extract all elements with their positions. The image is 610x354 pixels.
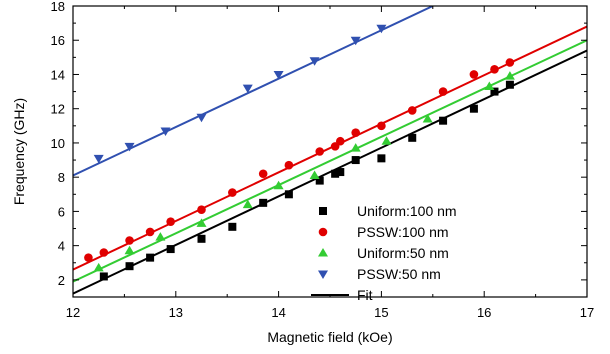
x-tick-label: 14 <box>271 305 285 320</box>
data-point <box>84 253 93 262</box>
data-point <box>484 81 495 90</box>
data-point <box>469 70 479 79</box>
data-point <box>93 262 104 272</box>
data-point <box>381 136 392 145</box>
y-tick-label: 2 <box>58 273 65 288</box>
y-tick-label: 12 <box>51 102 65 117</box>
data-point <box>505 58 515 67</box>
data-point <box>490 87 499 96</box>
data-point <box>438 87 448 96</box>
y-tick-label: 10 <box>51 136 65 151</box>
data-point <box>336 168 345 177</box>
plot-area-frame <box>72 5 588 298</box>
legend-label: PSSW:100 nm <box>357 224 449 240</box>
data-point <box>439 116 448 125</box>
data-point <box>490 65 499 74</box>
x-tick-label: 16 <box>477 305 491 320</box>
legend-marker <box>319 207 327 215</box>
data-point <box>284 190 293 199</box>
x-tick-label: 17 <box>580 305 594 320</box>
fit-lines <box>73 6 587 295</box>
data-point <box>166 245 175 254</box>
legend-marker <box>318 270 328 279</box>
data-point <box>422 113 433 123</box>
data-point <box>99 272 108 281</box>
fit-line <box>73 6 434 177</box>
y-tick-label: 6 <box>58 204 65 219</box>
fit-line <box>73 25 587 271</box>
data-point <box>377 154 386 163</box>
data-point <box>155 232 166 241</box>
data-point <box>125 262 134 271</box>
data-point <box>228 188 237 197</box>
data-point <box>315 147 325 156</box>
data-point <box>377 121 386 131</box>
data-point <box>469 104 478 113</box>
data-point <box>351 128 361 137</box>
data-point <box>309 170 320 179</box>
data-point <box>197 234 206 243</box>
legend: Uniform:100 nm PSSW:100 nm Uniform:50 nm PS… <box>311 203 457 303</box>
y-tick-label: 14 <box>51 67 65 82</box>
data-point <box>315 176 324 185</box>
data-point <box>505 80 514 89</box>
data-point <box>160 127 171 136</box>
data-point <box>124 245 135 255</box>
data-point <box>196 113 207 123</box>
y-axis-label: Frequency (GHz) <box>11 98 27 205</box>
y-tick-label: 8 <box>58 170 65 185</box>
data-point <box>331 169 340 178</box>
data-point <box>228 222 237 231</box>
data-point <box>284 160 294 170</box>
data-point <box>258 169 268 179</box>
data-point <box>350 143 361 152</box>
data-point <box>407 106 417 115</box>
data-point <box>166 217 175 226</box>
data-point <box>93 154 104 164</box>
data-point <box>351 156 360 165</box>
data-point <box>196 218 207 227</box>
data-point <box>273 180 284 190</box>
y-tick-label: 4 <box>58 239 65 254</box>
legend-label: PSSW:50 nm <box>357 266 441 282</box>
data-point <box>273 70 284 80</box>
y-tick-label: 16 <box>51 33 65 48</box>
data-point <box>145 227 155 237</box>
data-point <box>124 142 135 152</box>
x-tick-label: 15 <box>374 305 388 320</box>
legend-label: Uniform:50 nm <box>357 245 449 261</box>
data-point <box>350 36 361 46</box>
data-point <box>125 236 134 245</box>
data-point <box>197 205 206 214</box>
data-point <box>242 84 253 94</box>
data-point <box>309 57 320 66</box>
data-point <box>259 198 268 207</box>
x-tick-label: 13 <box>169 305 183 320</box>
legend-label: Fit <box>357 287 373 303</box>
data-point <box>376 24 387 34</box>
legend-label: Uniform:100 nm <box>357 203 457 219</box>
axis-ticks <box>72 5 588 297</box>
tick-labels: 12 13 14 15 16 17 2 4 6 8 10 12 14 16 18 <box>51 0 595 320</box>
y-tick-label: 18 <box>51 0 65 14</box>
x-axis-label: Magnetic field (kOe) <box>267 329 392 345</box>
data-point <box>99 248 109 257</box>
data-point <box>408 133 417 142</box>
fit-line <box>73 39 587 283</box>
x-tick-label: 12 <box>66 305 80 320</box>
fit-line <box>73 49 587 295</box>
data-point <box>146 253 155 262</box>
data-points <box>84 24 515 281</box>
data-point <box>242 199 253 209</box>
legend-marker <box>318 227 328 237</box>
data-point <box>504 71 515 80</box>
data-point <box>335 136 345 146</box>
legend-marker <box>318 248 328 257</box>
